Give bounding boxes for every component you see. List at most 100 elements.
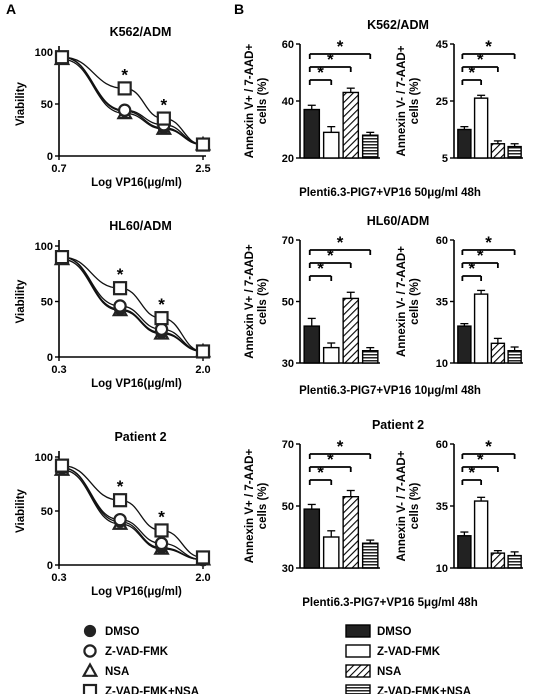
y-tick-label: 35 bbox=[436, 297, 448, 309]
series-curve bbox=[61, 256, 204, 353]
legend-label: NSA bbox=[377, 666, 401, 678]
data-point bbox=[156, 111, 171, 126]
bar bbox=[457, 128, 472, 159]
legend-swatch bbox=[345, 624, 371, 638]
significance-star: * bbox=[317, 463, 324, 482]
y-axis-label-line: cells (%) bbox=[257, 278, 269, 325]
y-axis-label-line: cells (%) bbox=[409, 483, 421, 530]
bar bbox=[457, 535, 472, 569]
significance-star: * bbox=[477, 246, 484, 265]
series-curve bbox=[61, 56, 204, 146]
x-axis-label: Log VP16(μg/ml) bbox=[91, 586, 182, 598]
significance-star: * bbox=[158, 295, 165, 314]
y-tick-label: 50 bbox=[41, 506, 53, 518]
bar bbox=[361, 542, 379, 569]
x-tick-label: 2.0 bbox=[195, 364, 210, 376]
significance-star: * bbox=[317, 259, 324, 278]
y-tick-label: 0 bbox=[47, 560, 53, 572]
bar bbox=[457, 325, 472, 364]
y-tick-label: 25 bbox=[436, 96, 448, 108]
data-point bbox=[54, 250, 70, 265]
row-caption: Plenti6.3-PIG7+VP16 10μg/ml 48h bbox=[299, 385, 481, 397]
bar bbox=[473, 500, 489, 569]
significance-star: * bbox=[117, 477, 124, 496]
y-tick-label: 50 bbox=[41, 99, 53, 111]
y-axis-label: Annexin V+ / 7-AAD+cells (%) bbox=[244, 449, 269, 564]
data-point bbox=[54, 50, 70, 65]
row-caption: Plenti6.3-PIG7+VP16 5μg/ml 48h bbox=[302, 597, 477, 609]
x-tick-label: 2.5 bbox=[195, 163, 210, 175]
bar bbox=[322, 346, 340, 364]
y-axis-label-line: cells (%) bbox=[257, 78, 269, 125]
bar bbox=[361, 350, 379, 364]
series-curve bbox=[61, 467, 204, 561]
data-point bbox=[154, 322, 169, 336]
significance-star: * bbox=[121, 65, 128, 84]
y-axis-label-line: Annexin V+ / 7-AAD+ bbox=[244, 44, 256, 159]
data-point bbox=[154, 536, 169, 551]
y-tick-label: 45 bbox=[436, 39, 448, 51]
y-axis-label: Annexin V- / 7-AAD+cells (%) bbox=[396, 45, 421, 156]
y-tick-label: 5 bbox=[442, 153, 448, 165]
y-tick-label: 0 bbox=[47, 352, 53, 364]
y-axis-label-line: Annexin V- / 7-AAD+ bbox=[396, 45, 408, 156]
x-axis-label: Log VP16(μg/ml) bbox=[91, 177, 182, 189]
y-tick-label: 70 bbox=[282, 235, 294, 247]
bar bbox=[473, 293, 489, 364]
y-tick-label: 60 bbox=[436, 235, 448, 247]
bar bbox=[342, 297, 360, 364]
y-tick-label: 35 bbox=[436, 501, 448, 513]
y-tick-label: 30 bbox=[282, 358, 294, 370]
legends: DMSO Z-VAD-FMK NSA Z-VAD-FMK+NSA DMSO Z-VAD-F… bbox=[81, 624, 471, 699]
y-axis-label: Viability bbox=[15, 488, 27, 532]
significance-star: * bbox=[337, 437, 344, 456]
legend-label: DMSO bbox=[377, 626, 412, 638]
legend-label: DMSO bbox=[105, 626, 140, 638]
significance-star: * bbox=[327, 246, 334, 265]
y-axis-label-line: cells (%) bbox=[257, 483, 269, 530]
dose-response-chart: HL60/ADM 0 50 100 0.3 2.0 Log VP16(μg/ml) Viabi… bbox=[15, 219, 212, 390]
legend-swatch bbox=[345, 664, 371, 678]
y-tick-label: 0 bbox=[47, 151, 53, 163]
y-tick-label: 50 bbox=[41, 297, 53, 309]
data-point bbox=[112, 493, 128, 508]
y-tick-label: 40 bbox=[282, 96, 294, 108]
y-axis-label-line: Annexin V- / 7-AAD+ bbox=[396, 246, 408, 357]
data-point bbox=[112, 281, 128, 296]
bar bbox=[303, 325, 321, 364]
dose-response-chart: Patient 2 0 50 100 0.3 2.0 Log VP16(μg/ml) Viab… bbox=[15, 430, 212, 598]
bar bbox=[342, 496, 360, 569]
significance-star: * bbox=[485, 233, 492, 252]
chart-title: K562/ADM bbox=[367, 18, 429, 32]
significance-star: * bbox=[158, 507, 165, 526]
y-tick-label: 70 bbox=[282, 439, 294, 451]
legend-swatch bbox=[345, 644, 371, 658]
significance-star: * bbox=[337, 233, 344, 252]
significance-star: * bbox=[485, 37, 492, 56]
panel-label-a: A bbox=[6, 1, 16, 17]
y-axis-label-line: Annexin V- / 7-AAD+ bbox=[396, 450, 408, 561]
significance-star: * bbox=[337, 37, 344, 56]
chart-title: HL60/ADM bbox=[367, 214, 430, 228]
y-axis-label: Viability bbox=[15, 279, 27, 323]
bar bbox=[322, 131, 340, 159]
y-axis-label-line: cells (%) bbox=[409, 278, 421, 325]
chart-title: K562/ADM bbox=[110, 25, 172, 39]
legend-marker bbox=[83, 624, 97, 638]
bar bbox=[490, 552, 506, 569]
bar bbox=[361, 134, 379, 159]
y-axis-label-line: cells (%) bbox=[409, 78, 421, 125]
y-tick-label: 10 bbox=[436, 358, 448, 370]
legend-label: Z-VAD-FMK+NSA bbox=[105, 686, 199, 694]
y-tick-label: 50 bbox=[282, 297, 294, 309]
y-axis-label: Annexin V- / 7-AAD+cells (%) bbox=[396, 246, 421, 357]
data-point bbox=[195, 550, 211, 565]
series-curve bbox=[61, 258, 204, 353]
y-tick-label: 10 bbox=[436, 563, 448, 575]
significance-star: * bbox=[317, 63, 324, 82]
y-tick-label: 60 bbox=[436, 439, 448, 451]
